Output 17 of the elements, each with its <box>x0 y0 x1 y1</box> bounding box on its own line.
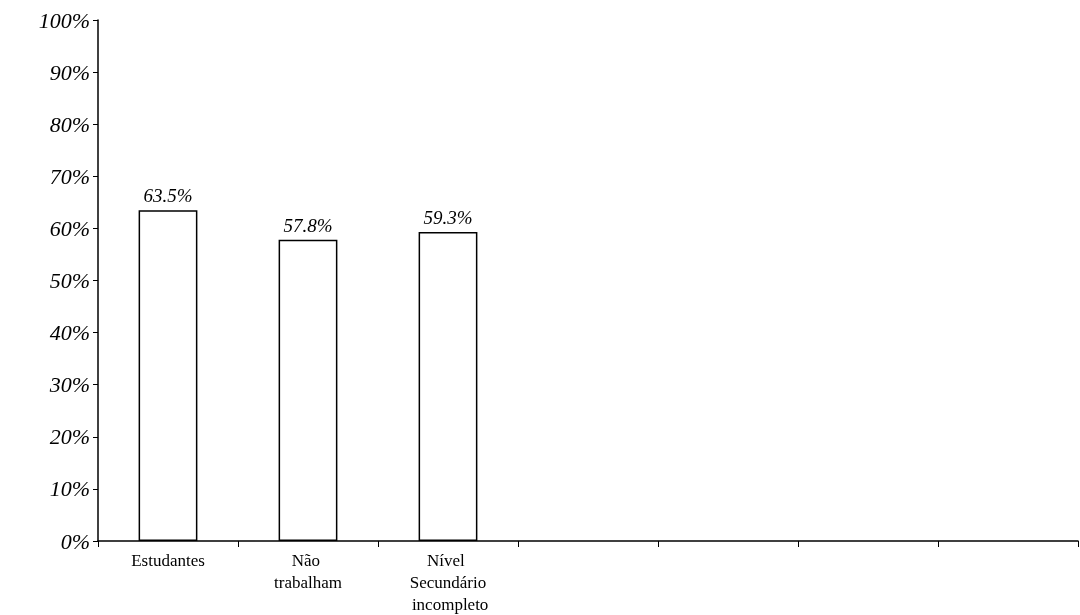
data-label: 59.3% <box>423 207 473 229</box>
x-tick-label: Estudantes <box>131 550 205 570</box>
data-label: 63.5% <box>143 185 193 207</box>
y-tick-label: 80% <box>49 111 90 137</box>
x-tick-label: Não trabalham <box>274 550 342 592</box>
y-tick-label: 0% <box>60 528 90 554</box>
y-tick-label: 10% <box>49 476 90 502</box>
y-tick-label: 100% <box>38 7 90 33</box>
y-tick-label: 30% <box>48 372 90 398</box>
y-tick-label: 70% <box>49 163 90 189</box>
data-label: 57.8% <box>283 214 333 236</box>
y-tick-label: 50% <box>49 268 90 293</box>
y-tick-label: 20% <box>49 424 90 450</box>
y-tick-label: 90% <box>49 59 90 85</box>
y-tick-label: 60% <box>49 215 90 241</box>
x-tick-label: Nível Secundário incompleto <box>407 550 489 614</box>
y-tick-label: 40% <box>49 320 90 346</box>
